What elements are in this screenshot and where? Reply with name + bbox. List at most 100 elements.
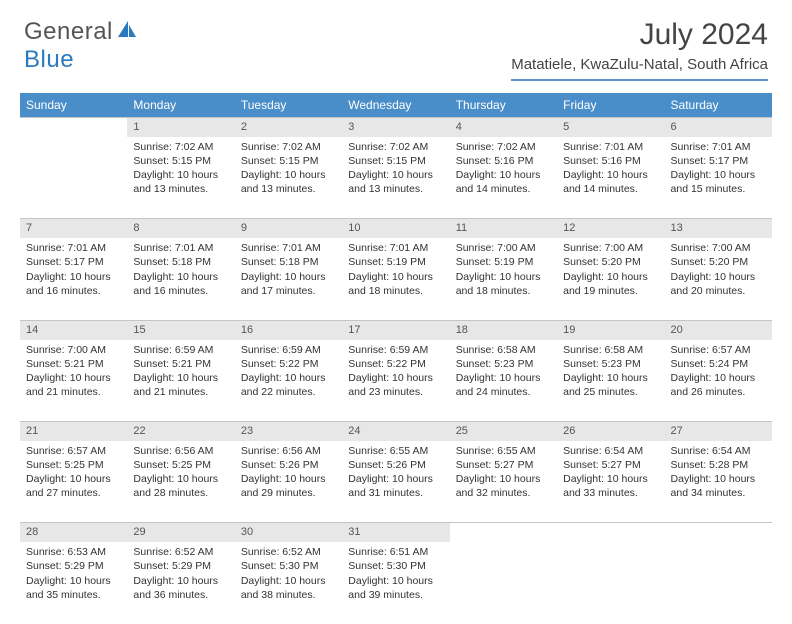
sunset-line: Sunset: 5:25 PM: [26, 458, 121, 472]
sunset-line: Sunset: 5:28 PM: [671, 458, 766, 472]
daynum-row: 21222324252627: [20, 422, 772, 441]
day-number: 8: [127, 219, 234, 238]
day-number: [665, 523, 772, 542]
day-number: 23: [235, 422, 342, 441]
daylight-line-2: and 18 minutes.: [456, 284, 551, 298]
sunset-line: Sunset: 5:15 PM: [241, 154, 336, 168]
day-number: 1: [127, 118, 234, 137]
sunrise-line: Sunrise: 6:54 AM: [671, 444, 766, 458]
daynum-row: 123456: [20, 118, 772, 137]
daylight-line-1: Daylight: 10 hours: [456, 472, 551, 486]
day-number: 31: [342, 523, 449, 542]
day-cell: Sunrise: 6:54 AMSunset: 5:28 PMDaylight:…: [665, 441, 772, 523]
sunrise-line: Sunrise: 7:00 AM: [671, 241, 766, 255]
sunrise-line: Sunrise: 7:01 AM: [563, 140, 658, 154]
sunrise-line: Sunrise: 7:01 AM: [133, 241, 228, 255]
day-number: 12: [557, 219, 664, 238]
sunrise-line: Sunrise: 6:57 AM: [26, 444, 121, 458]
sunrise-line: Sunrise: 6:52 AM: [241, 545, 336, 559]
daylight-line-2: and 33 minutes.: [563, 486, 658, 500]
logo-text-blue: Blue: [24, 46, 74, 73]
day-cell: Sunrise: 7:00 AMSunset: 5:20 PMDaylight:…: [557, 238, 664, 320]
day-cell: Sunrise: 6:55 AMSunset: 5:27 PMDaylight:…: [450, 441, 557, 523]
sunset-line: Sunset: 5:23 PM: [563, 357, 658, 371]
sunrise-line: Sunrise: 7:02 AM: [348, 140, 443, 154]
sunrise-line: Sunrise: 6:55 AM: [456, 444, 551, 458]
daylight-line-2: and 21 minutes.: [26, 385, 121, 399]
content-row: Sunrise: 6:57 AMSunset: 5:25 PMDaylight:…: [20, 441, 772, 523]
day-number: 16: [235, 320, 342, 339]
day-number: 6: [665, 118, 772, 137]
day-cell: Sunrise: 7:02 AMSunset: 5:16 PMDaylight:…: [450, 137, 557, 219]
sunrise-line: Sunrise: 6:59 AM: [348, 343, 443, 357]
day-number: 30: [235, 523, 342, 542]
logo: General: [24, 18, 140, 46]
daylight-line-2: and 28 minutes.: [133, 486, 228, 500]
sunset-line: Sunset: 5:29 PM: [133, 559, 228, 573]
sunset-line: Sunset: 5:17 PM: [26, 255, 121, 269]
sunrise-line: Sunrise: 7:00 AM: [456, 241, 551, 255]
daynum-row: 14151617181920: [20, 320, 772, 339]
day-cell: Sunrise: 7:00 AMSunset: 5:20 PMDaylight:…: [665, 238, 772, 320]
sunrise-line: Sunrise: 6:57 AM: [671, 343, 766, 357]
daylight-line-2: and 19 minutes.: [563, 284, 658, 298]
daylight-line-2: and 36 minutes.: [133, 588, 228, 602]
day-header: Tuesday: [235, 93, 342, 118]
daylight-line-1: Daylight: 10 hours: [26, 371, 121, 385]
daylight-line-2: and 27 minutes.: [26, 486, 121, 500]
daylight-line-1: Daylight: 10 hours: [456, 270, 551, 284]
day-cell: Sunrise: 6:59 AMSunset: 5:21 PMDaylight:…: [127, 340, 234, 422]
daylight-line-2: and 17 minutes.: [241, 284, 336, 298]
daylight-line-1: Daylight: 10 hours: [26, 270, 121, 284]
day-number: [450, 523, 557, 542]
day-cell: Sunrise: 7:02 AMSunset: 5:15 PMDaylight:…: [127, 137, 234, 219]
content-row: Sunrise: 7:01 AMSunset: 5:17 PMDaylight:…: [20, 238, 772, 320]
daylight-line-2: and 16 minutes.: [26, 284, 121, 298]
calendar-table: SundayMondayTuesdayWednesdayThursdayFrid…: [20, 93, 772, 624]
daylight-line-2: and 32 minutes.: [456, 486, 551, 500]
day-cell: [20, 137, 127, 219]
daynum-row: 78910111213: [20, 219, 772, 238]
day-header: Sunday: [20, 93, 127, 118]
sunset-line: Sunset: 5:25 PM: [133, 458, 228, 472]
daylight-line-1: Daylight: 10 hours: [563, 168, 658, 182]
sunset-line: Sunset: 5:15 PM: [348, 154, 443, 168]
daylight-line-2: and 13 minutes.: [133, 182, 228, 196]
daylight-line-1: Daylight: 10 hours: [133, 168, 228, 182]
day-number: 24: [342, 422, 449, 441]
daylight-line-1: Daylight: 10 hours: [348, 270, 443, 284]
daylight-line-2: and 16 minutes.: [133, 284, 228, 298]
sunrise-line: Sunrise: 7:00 AM: [563, 241, 658, 255]
daylight-line-1: Daylight: 10 hours: [241, 574, 336, 588]
day-cell: Sunrise: 6:58 AMSunset: 5:23 PMDaylight:…: [557, 340, 664, 422]
sunset-line: Sunset: 5:16 PM: [456, 154, 551, 168]
daylight-line-2: and 14 minutes.: [563, 182, 658, 196]
daylight-line-2: and 39 minutes.: [348, 588, 443, 602]
sunrise-line: Sunrise: 6:56 AM: [133, 444, 228, 458]
day-number: 18: [450, 320, 557, 339]
content-row: Sunrise: 7:02 AMSunset: 5:15 PMDaylight:…: [20, 137, 772, 219]
sunrise-line: Sunrise: 7:02 AM: [133, 140, 228, 154]
sunrise-line: Sunrise: 7:01 AM: [671, 140, 766, 154]
day-cell: Sunrise: 7:01 AMSunset: 5:18 PMDaylight:…: [235, 238, 342, 320]
sunset-line: Sunset: 5:19 PM: [456, 255, 551, 269]
sunset-line: Sunset: 5:27 PM: [563, 458, 658, 472]
sunset-line: Sunset: 5:26 PM: [241, 458, 336, 472]
daylight-line-1: Daylight: 10 hours: [26, 472, 121, 486]
daylight-line-1: Daylight: 10 hours: [456, 371, 551, 385]
daylight-line-2: and 24 minutes.: [456, 385, 551, 399]
day-number: 2: [235, 118, 342, 137]
daylight-line-2: and 26 minutes.: [671, 385, 766, 399]
day-number: 28: [20, 523, 127, 542]
sunset-line: Sunset: 5:18 PM: [241, 255, 336, 269]
daylight-line-2: and 21 minutes.: [133, 385, 228, 399]
day-cell: Sunrise: 6:59 AMSunset: 5:22 PMDaylight:…: [342, 340, 449, 422]
sunrise-line: Sunrise: 6:58 AM: [563, 343, 658, 357]
sunset-line: Sunset: 5:19 PM: [348, 255, 443, 269]
day-header: Wednesday: [342, 93, 449, 118]
day-cell: Sunrise: 7:01 AMSunset: 5:18 PMDaylight:…: [127, 238, 234, 320]
sunset-line: Sunset: 5:30 PM: [348, 559, 443, 573]
day-number: 25: [450, 422, 557, 441]
daylight-line-2: and 13 minutes.: [348, 182, 443, 196]
sunrise-line: Sunrise: 6:52 AM: [133, 545, 228, 559]
